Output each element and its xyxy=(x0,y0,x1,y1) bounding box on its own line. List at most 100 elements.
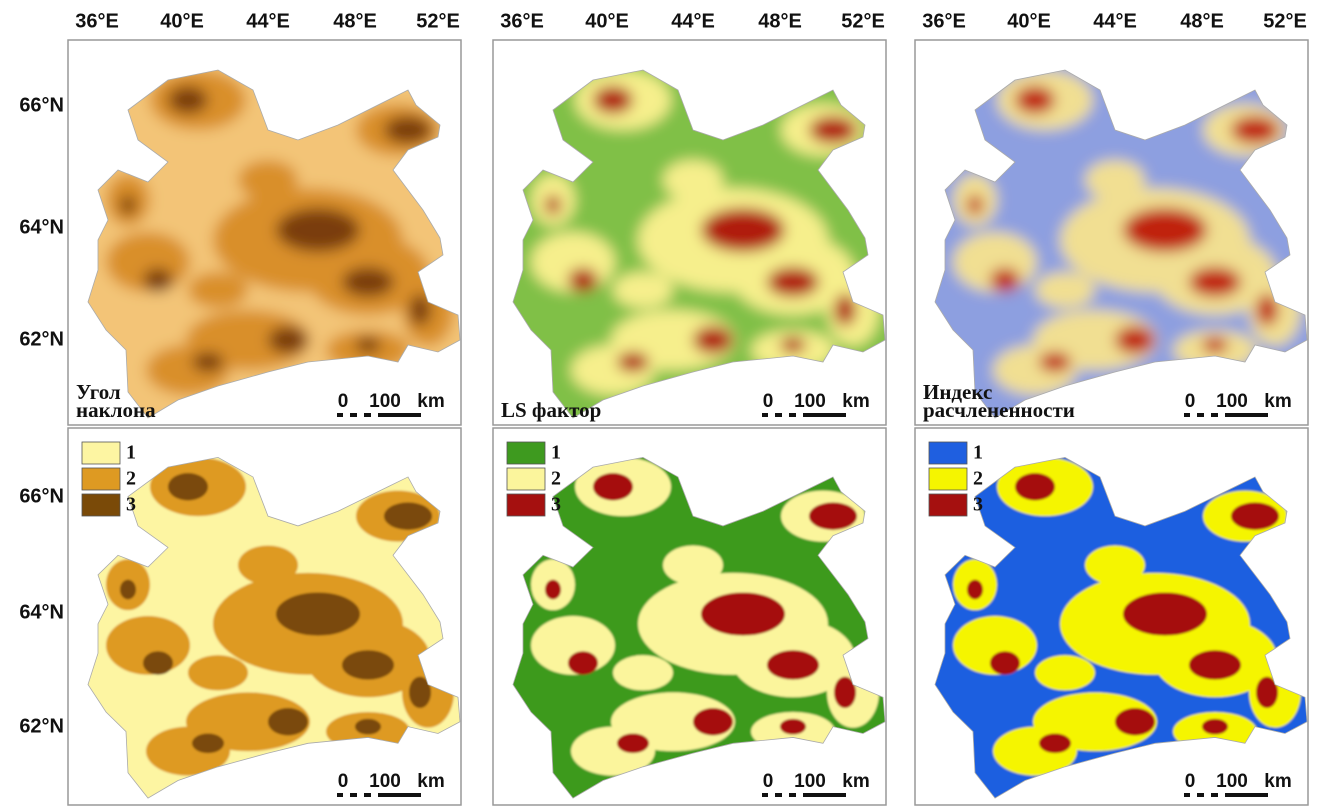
legend-swatch xyxy=(507,468,545,490)
class-3 xyxy=(568,651,598,675)
legend-swatch xyxy=(929,494,967,516)
figure: 36°E40°E44°E48°E52°E36°E40°E44°E48°E52°E… xyxy=(0,0,1325,807)
legend-label: 2 xyxy=(973,468,983,490)
class-3 xyxy=(1015,473,1055,500)
class-3 xyxy=(1202,719,1228,735)
scale-unit: km xyxy=(417,391,444,412)
class-3 xyxy=(1015,86,1055,114)
class-3 xyxy=(967,580,983,600)
scale-distance: 100 xyxy=(794,771,826,792)
legend-label: 1 xyxy=(973,442,983,464)
scale-distance: 100 xyxy=(794,391,826,412)
class-3 xyxy=(355,719,381,735)
scale-bar-gap xyxy=(1190,413,1197,417)
longitude-label: 40°E xyxy=(160,10,204,32)
class-2 xyxy=(1085,160,1145,200)
scale-bar-gap xyxy=(796,793,803,797)
class-3 xyxy=(701,208,785,252)
class-3 xyxy=(1039,734,1071,754)
longitude-label: 52°E xyxy=(416,10,460,32)
latitude-label: 64°N xyxy=(19,216,64,238)
panel-title: LS фактор xyxy=(501,398,601,422)
class-2 xyxy=(188,655,248,690)
longitude-label: 44°E xyxy=(671,10,715,32)
class-3 xyxy=(990,268,1020,292)
class-3 xyxy=(1189,650,1241,679)
longitude-label: 44°E xyxy=(1093,10,1137,32)
scale-bar-gap xyxy=(371,793,378,797)
legend-label: 2 xyxy=(126,468,136,490)
scale-bar-gap xyxy=(782,413,789,417)
scale-unit: km xyxy=(1264,391,1291,412)
class-3 xyxy=(693,326,733,354)
legend-swatch xyxy=(929,442,967,464)
scale-zero: 0 xyxy=(1185,391,1196,412)
map-panel: LS фактор 0 100 km xyxy=(473,20,913,450)
class-2 xyxy=(613,272,673,308)
class-3 xyxy=(617,352,649,372)
legend-label: 3 xyxy=(126,494,136,516)
class-3 xyxy=(1231,502,1279,529)
class-3 xyxy=(693,708,733,735)
class-3 xyxy=(1115,326,1155,354)
scale-bar-gap xyxy=(1190,793,1197,797)
class-2 xyxy=(238,546,298,585)
scale-bar-gap xyxy=(357,413,364,417)
scale-distance: 100 xyxy=(369,771,401,792)
longitude-label: 36°E xyxy=(922,10,966,32)
class-3 xyxy=(192,734,224,754)
scale-zero: 0 xyxy=(338,771,349,792)
scale-zero: 0 xyxy=(338,391,349,412)
class-3 xyxy=(1202,337,1228,353)
legend-swatch xyxy=(82,442,120,464)
scale-bar-gap xyxy=(343,793,350,797)
legend-swatch xyxy=(507,442,545,464)
legend-swatch xyxy=(507,494,545,516)
longitude-label: 40°E xyxy=(1007,10,1051,32)
scale-bar-gap xyxy=(1204,793,1211,797)
class-3 xyxy=(767,267,819,297)
scale-bar-gap xyxy=(768,793,775,797)
class-2 xyxy=(663,546,723,585)
latitude-label: 66°N xyxy=(19,485,64,507)
class-3 xyxy=(568,268,598,292)
class-3 xyxy=(384,116,432,144)
class-3 xyxy=(342,650,394,679)
panel-title: наклона xyxy=(76,398,156,422)
legend-swatch xyxy=(929,468,967,490)
legend-label: 1 xyxy=(551,442,561,464)
class-3 xyxy=(143,268,173,292)
scale-distance: 100 xyxy=(369,391,401,412)
scale-zero: 0 xyxy=(763,771,774,792)
class-3 xyxy=(120,195,136,215)
latitude-label: 62°N xyxy=(19,715,64,737)
scale-unit: km xyxy=(842,391,869,412)
class-3 xyxy=(990,651,1020,675)
class-3 xyxy=(1231,116,1279,144)
scale-bar-gap xyxy=(1204,413,1211,417)
scale-bar-gap xyxy=(768,413,775,417)
class-2 xyxy=(1035,655,1095,690)
latitude-label: 64°N xyxy=(19,601,64,623)
legend-swatch xyxy=(82,468,120,490)
scale-zero: 0 xyxy=(1185,771,1196,792)
class-2 xyxy=(238,160,298,200)
longitude-label: 40°E xyxy=(585,10,629,32)
class-3 xyxy=(168,86,208,114)
scale-bar-gap xyxy=(796,413,803,417)
scale-unit: km xyxy=(417,771,444,792)
class-3 xyxy=(342,267,394,297)
legend-label: 1 xyxy=(126,442,136,464)
class-3 xyxy=(780,719,806,735)
scale-zero: 0 xyxy=(763,391,774,412)
class-3 xyxy=(809,116,857,144)
class-3 xyxy=(192,352,224,372)
scale-bar-gap xyxy=(343,413,350,417)
panel-title: расчлененности xyxy=(923,398,1075,422)
scale-unit: km xyxy=(842,771,869,792)
legend-label: 3 xyxy=(551,494,561,516)
class-3 xyxy=(355,337,381,353)
